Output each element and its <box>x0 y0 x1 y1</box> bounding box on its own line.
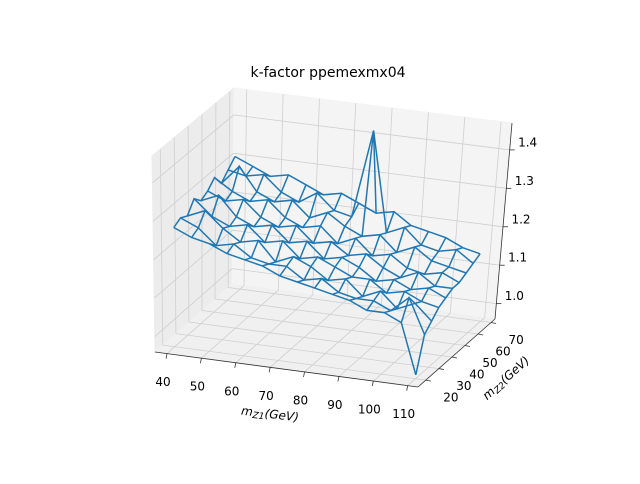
wire-column <box>331 211 395 296</box>
x-tick-label: 50 <box>190 380 205 394</box>
grid-line <box>152 152 234 222</box>
z-tick-label: 1.3 <box>515 174 534 188</box>
grid-line <box>304 303 382 373</box>
x-axis-line <box>154 351 419 388</box>
y-tick-label: 30 <box>456 379 471 393</box>
z-tick-label: 1.2 <box>511 212 530 226</box>
tick-mark <box>268 367 271 373</box>
y-tick-label: 60 <box>495 344 510 358</box>
tick-mark <box>438 368 444 370</box>
grid-line <box>153 229 233 299</box>
wire-column <box>349 224 412 302</box>
x-axis-label: mZ1(GeV) <box>240 403 299 426</box>
tick-mark <box>165 353 168 359</box>
x-tick-label: 40 <box>155 375 170 389</box>
grid-line <box>269 299 348 368</box>
wire-column <box>262 191 324 267</box>
grid-line <box>228 287 492 323</box>
grid-line <box>415 112 429 309</box>
grid-line <box>201 289 279 359</box>
tick-mark <box>491 322 497 324</box>
wire-column <box>279 193 343 277</box>
grid-line <box>484 121 502 318</box>
grid-line <box>187 125 190 323</box>
grid-line <box>232 229 500 266</box>
grid-line <box>166 285 245 354</box>
wire-column <box>209 173 271 247</box>
grid-line <box>233 114 510 151</box>
tick-mark <box>303 371 305 377</box>
x-tick-label: 90 <box>327 398 342 412</box>
tick-mark <box>406 385 409 391</box>
wire-column <box>244 184 307 261</box>
grid-line <box>338 308 417 377</box>
grid-line <box>373 312 451 382</box>
wire-column <box>173 156 236 228</box>
x-label-base: m <box>240 403 253 418</box>
grid-line <box>214 298 479 335</box>
wire-column <box>400 246 464 323</box>
y-tick-label: 70 <box>508 333 523 347</box>
grid-line <box>188 321 452 358</box>
x-tick-label: 80 <box>293 393 308 407</box>
z-tick-label: 1.4 <box>518 135 537 149</box>
z-axis-line <box>494 122 513 320</box>
tick-mark <box>425 379 431 382</box>
grid-line <box>214 102 217 300</box>
x-tick-label: 60 <box>224 384 239 398</box>
tick-mark <box>337 376 340 382</box>
grid-line <box>235 294 314 364</box>
grid-line <box>407 317 485 386</box>
tick-mark <box>451 356 458 359</box>
x-tick-label: 110 <box>392 407 415 421</box>
grid-line <box>201 310 466 346</box>
z-tick-label: 1.1 <box>508 251 527 265</box>
tick-mark <box>464 345 471 347</box>
tick-mark <box>234 362 237 368</box>
y-tick-label: 50 <box>482 356 497 370</box>
grid-line <box>381 107 393 304</box>
y-tick-label: 40 <box>469 368 484 382</box>
wire-column <box>190 164 254 238</box>
grid-line <box>162 344 426 381</box>
x-label-unit: (GeV) <box>264 406 300 424</box>
grid-line <box>159 149 164 346</box>
wire-column <box>226 174 290 255</box>
tick-mark <box>477 333 484 336</box>
grid-line <box>346 103 357 300</box>
x-tick-label: 70 <box>259 389 274 403</box>
wire-column <box>297 202 360 283</box>
y-axis-line <box>417 318 496 388</box>
grid-line <box>449 117 466 314</box>
x-label-sub: Z1 <box>251 410 265 421</box>
wire-column <box>366 231 430 311</box>
wire-column <box>384 237 447 314</box>
pane-back <box>231 87 513 320</box>
z-tick-label: 1.0 <box>505 289 524 303</box>
y-tick-label: 20 <box>443 391 458 405</box>
chart-title: k-factor ppemexmx04 <box>250 65 405 81</box>
grid-line <box>152 114 234 184</box>
wire-column <box>415 253 481 376</box>
grid-line <box>173 137 177 334</box>
grid-line <box>175 333 439 369</box>
tick-mark <box>371 380 374 387</box>
wire-column <box>314 130 377 289</box>
grid-line <box>154 268 233 337</box>
tick-mark <box>200 358 202 364</box>
x-tick-label: 100 <box>358 403 381 417</box>
